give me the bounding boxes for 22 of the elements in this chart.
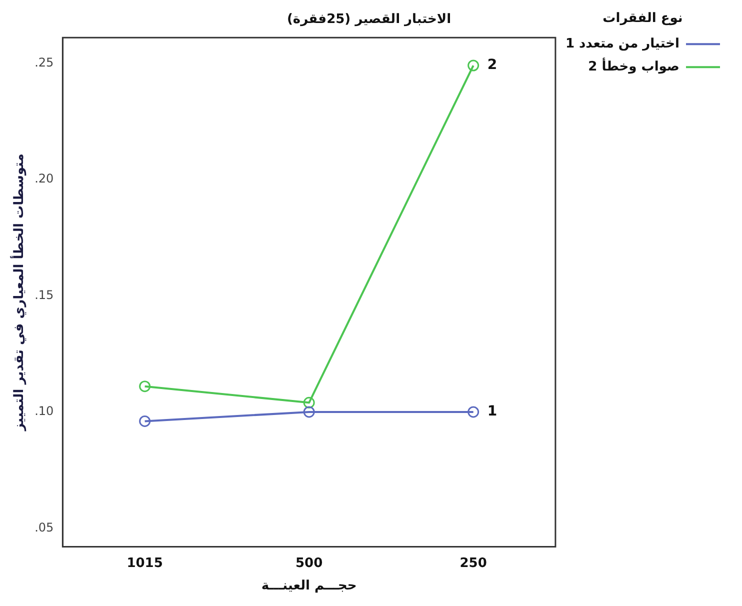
y-tick-label: .10 — [34, 404, 54, 418]
point — [139, 380, 151, 392]
y-tick-label: .25 — [34, 55, 54, 70]
legend-label: صواب وخطأ 2 — [588, 57, 680, 74]
annotation: 2 — [487, 57, 498, 74]
point — [303, 406, 315, 418]
x-tick-label: 250 — [460, 556, 487, 571]
x-tick-label: 500 — [295, 556, 323, 571]
annotation: 1 — [487, 404, 498, 420]
point — [468, 60, 480, 72]
legend-label: اختيار من متعدد 1 — [565, 36, 680, 52]
y-tick-label: .05 — [34, 520, 54, 534]
x-tick-label: 1015 — [126, 556, 163, 571]
y-axis-title: متوسطات الخطأ المعياري في تقدير التمييز — [10, 154, 28, 432]
chart-title: الاختبار القصير (25فقرة) — [286, 12, 452, 28]
x-axis-title: حجـــم العينـــة — [261, 578, 357, 594]
legend-title: نوع الفقرات — [602, 10, 683, 26]
y-tick-label: .20 — [34, 172, 54, 186]
y-tick-label: .15 — [34, 288, 54, 302]
point — [303, 396, 315, 408]
point — [139, 415, 151, 427]
point — [468, 406, 480, 418]
